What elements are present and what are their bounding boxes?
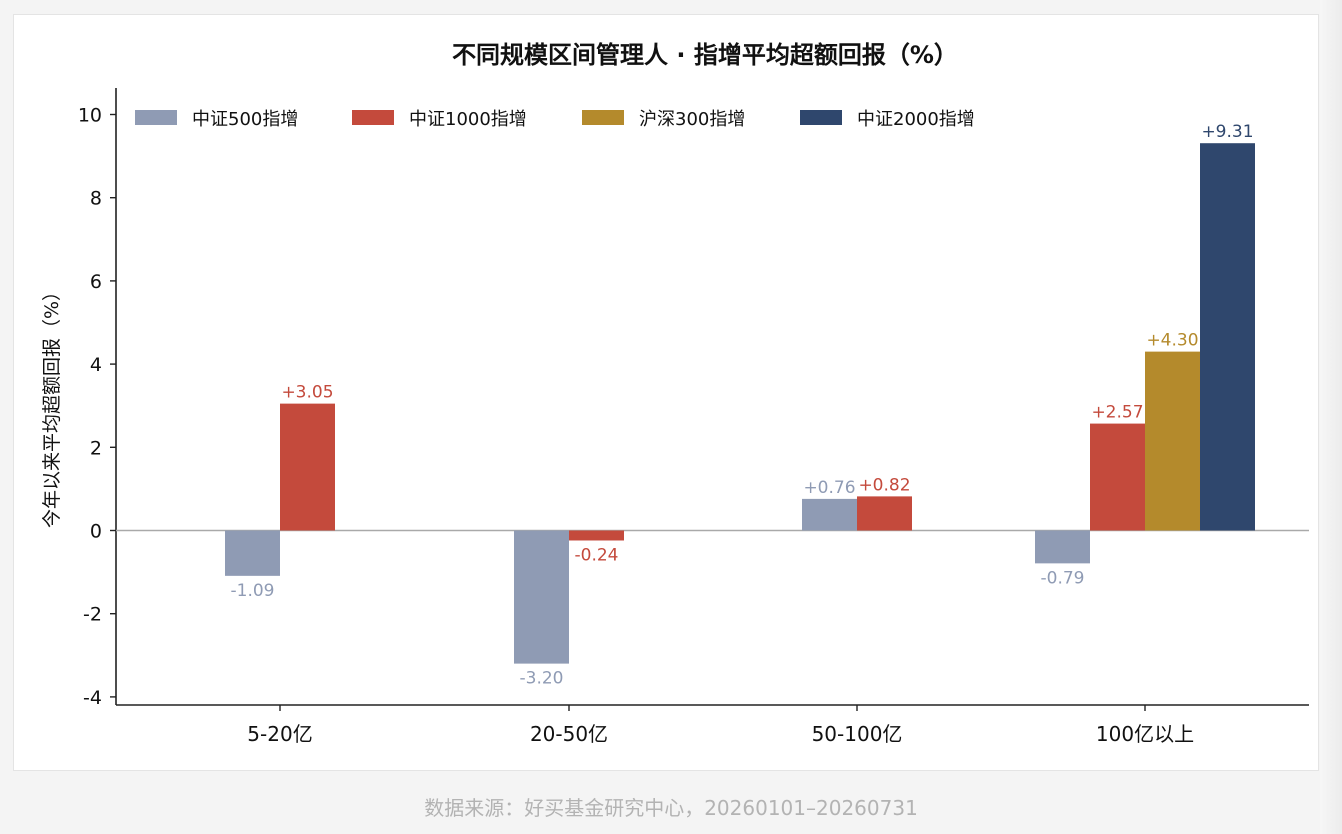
legend-label: 中证2000指增 [857,109,975,130]
legend-label: 中证1000指增 [409,109,527,130]
data-label: +0.82 [858,475,910,495]
x-tick-label: 100亿以上 [1096,722,1194,746]
bar [1200,143,1255,531]
legend-swatch [582,110,624,125]
x-tick-label: 20-50亿 [530,722,608,746]
legend-label: 沪深300指增 [639,109,745,130]
bars [225,143,1255,664]
y-tick-label: 2 [90,437,102,459]
bar [514,530,569,664]
y-tick-label: 0 [90,521,102,543]
legend-swatch [800,110,842,125]
y-tick-label: -2 [83,604,102,626]
y-tick-label: 4 [90,354,102,376]
data-label: -0.24 [575,545,619,565]
y-tick-label: -4 [83,687,102,709]
x-tick-label: 50-100亿 [812,722,903,746]
bar [802,498,857,531]
legend-swatch [135,110,177,125]
bar [857,496,912,531]
chart-card [13,14,1319,771]
data-label: -1.09 [231,581,275,601]
chart-title: 不同规模区间管理人 · 指增平均超额回报（%） [452,41,958,69]
data-label: +4.30 [1146,331,1198,351]
source-note: 数据来源：好买基金研究中心，20260101–20260731 [424,796,918,820]
data-label: +9.31 [1201,122,1253,142]
legend-label: 中证500指增 [192,109,298,130]
legend: 中证500指增 中证1000指增 沪深300指增 中证2000指增 [135,109,975,130]
data-label: -3.20 [520,669,564,689]
bar [1035,530,1090,564]
data-label: +0.76 [803,478,855,498]
y-axis-label: 今年以来平均超额回报（%） [41,282,63,528]
y-tick-label: 6 [90,271,102,293]
bar [1090,423,1145,531]
data-labels: -1.09 +3.05 -3.20 -0.24 +0.76 +0.82 -0.79 +2.57… [231,122,1254,688]
data-label: +3.05 [281,383,333,403]
bar [225,530,280,576]
data-label: +2.57 [1091,403,1143,423]
axes: -4 -2 0 2 4 6 8 10 5-20亿 20-50亿 50-100亿 100亿以上 [78,88,1309,746]
x-tick-label: 5-20亿 [247,722,312,746]
data-label: -0.79 [1041,568,1085,588]
page-edge-shade [1320,0,1342,834]
bar [569,530,624,541]
bar [1145,351,1200,531]
y-tick-label: 8 [90,188,102,210]
bar [280,403,335,531]
y-tick-label: 10 [78,105,102,127]
legend-swatch [352,110,394,125]
